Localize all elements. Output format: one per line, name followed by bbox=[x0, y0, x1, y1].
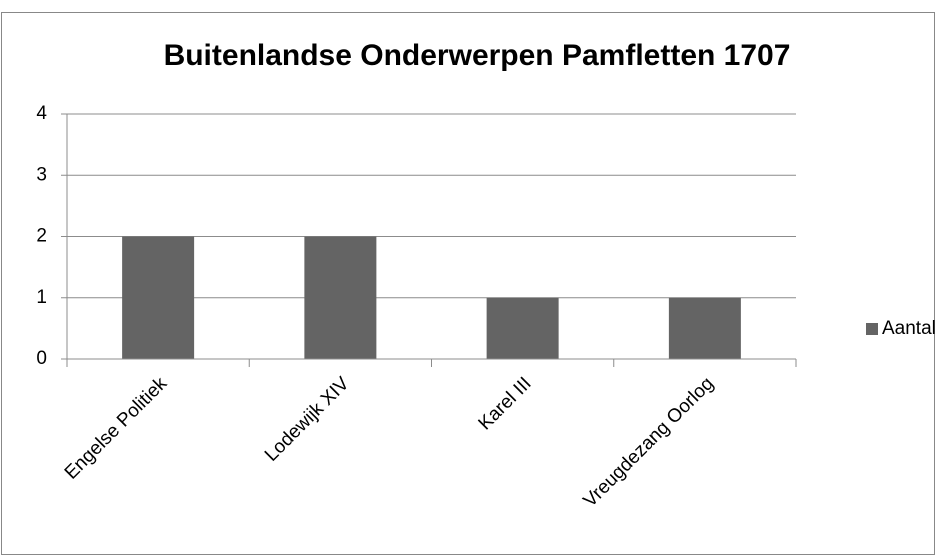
legend-label: Aantal bbox=[882, 318, 936, 339]
bar bbox=[668, 297, 741, 359]
y-tick-label: 4 bbox=[36, 103, 47, 124]
bar bbox=[122, 236, 195, 359]
legend-swatch bbox=[866, 323, 878, 335]
chart-title: Buitenlandse Onderwerpen Pamfletten 1707 bbox=[164, 39, 791, 72]
y-tick-label: 1 bbox=[36, 287, 47, 308]
bar bbox=[304, 236, 377, 359]
y-tick-label: 0 bbox=[36, 348, 47, 369]
y-tick-label: 3 bbox=[36, 164, 47, 185]
bar bbox=[486, 297, 559, 359]
y-tick-label: 2 bbox=[36, 226, 47, 247]
